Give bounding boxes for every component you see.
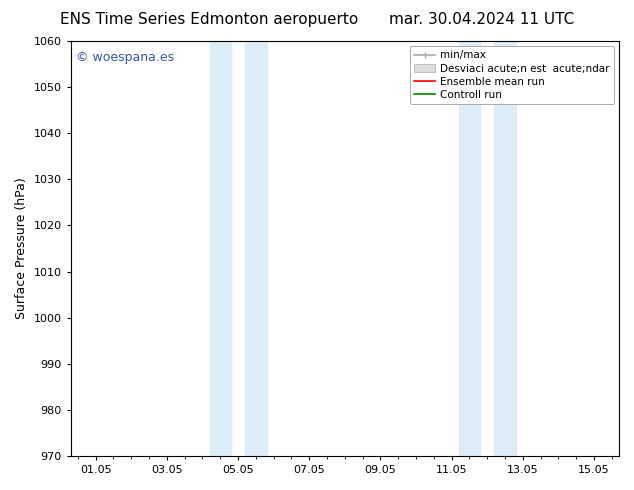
Bar bbox=[495, 41, 515, 456]
Y-axis label: Surface Pressure (hPa): Surface Pressure (hPa) bbox=[15, 178, 28, 319]
Bar bbox=[245, 41, 266, 456]
Bar bbox=[210, 41, 231, 456]
Text: ENS Time Series Edmonton aeropuerto: ENS Time Series Edmonton aeropuerto bbox=[60, 12, 358, 27]
Legend: min/max, Desviaci acute;n est  acute;ndar, Ensemble mean run, Controll run: min/max, Desviaci acute;n est acute;ndar… bbox=[410, 46, 614, 104]
Text: © woespana.es: © woespana.es bbox=[76, 51, 174, 64]
Text: mar. 30.04.2024 11 UTC: mar. 30.04.2024 11 UTC bbox=[389, 12, 574, 27]
Bar bbox=[459, 41, 480, 456]
